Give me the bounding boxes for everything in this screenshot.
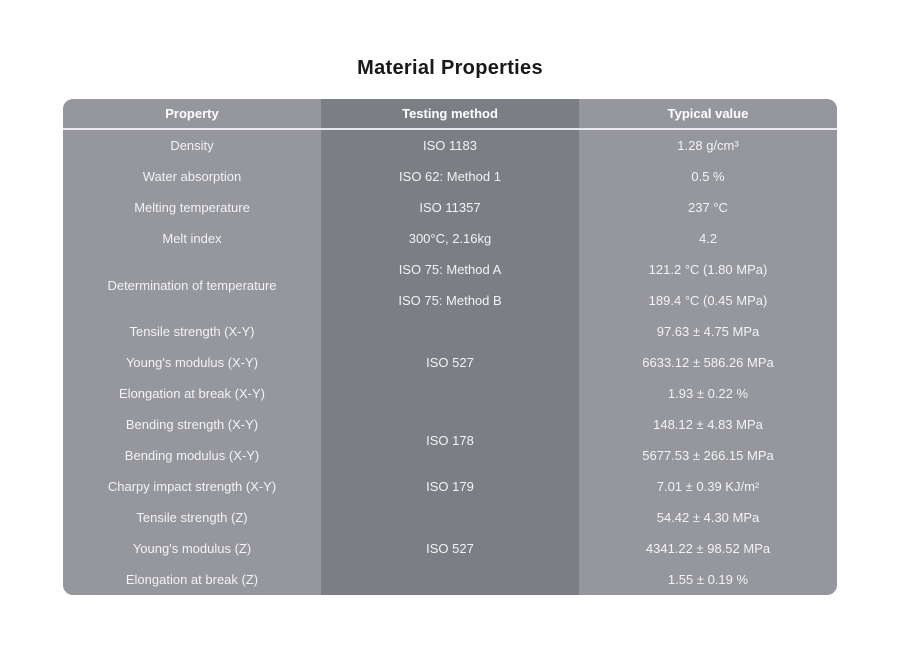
value-text: 1.28 g/cm³: [677, 138, 739, 153]
table-row: Bending strength (X-Y) Bending modulus (X…: [63, 409, 837, 471]
value-text: 121.2 °C (1.80 MPa): [648, 262, 768, 277]
method-cell: ISO 179: [321, 471, 579, 502]
property-text: Young's modulus (Z): [132, 541, 252, 556]
method-text: ISO 75: Method A: [398, 262, 502, 277]
method-cell: ISO 527: [321, 502, 579, 595]
value-text: 5677.53 ± 266.15 MPa: [642, 448, 774, 463]
value-cell: 121.2 °C (1.80 MPa) 189.4 °C (0.45 MPa): [579, 254, 837, 316]
property-text: Elongation at break (X-Y): [119, 386, 265, 401]
table-row: Water absorption ISO 62: Method 1 0.5 %: [63, 161, 837, 192]
property-cell: Determination of temperature: [63, 254, 321, 316]
page-title: Material Properties: [357, 57, 543, 79]
property-text: Tensile strength (Z): [136, 510, 248, 525]
value-text: 148.12 ± 4.83 MPa: [653, 417, 763, 432]
property-cell: Tensile strength (Z) Young's modulus (Z) E…: [63, 502, 321, 595]
table-row: Melt index 300°C, 2.16kg 4.2: [63, 223, 837, 254]
value-text: 54.42 ± 4.30 MPa: [656, 510, 760, 525]
method-text: ISO 62: Method 1: [399, 169, 501, 184]
method-text: ISO 179: [426, 479, 474, 494]
property-text: Young's modulus (X-Y): [125, 355, 259, 370]
value-text: 237 °C: [688, 200, 728, 215]
value-text: 4.2: [698, 231, 718, 246]
column-header-typical-value: Typical value: [579, 99, 837, 128]
property-cell: Tensile strength (X-Y) Young's modulus (X…: [63, 316, 321, 409]
property-text: Density: [170, 138, 214, 153]
value-cell: 7.01 ± 0.39 KJ/m²: [579, 471, 837, 502]
value-text: 97.63 ± 4.75 MPa: [656, 324, 760, 339]
value-cell: 0.5 %: [579, 161, 837, 192]
method-cell: ISO 75: Method A ISO 75: Method B: [321, 254, 579, 316]
property-cell: Water absorption: [63, 161, 321, 192]
property-cell: Bending strength (X-Y) Bending modulus (X…: [63, 409, 321, 471]
value-text: 1.93 ± 0.22 %: [667, 386, 749, 401]
method-cell: ISO 11357: [321, 192, 579, 223]
method-cell: ISO 527: [321, 316, 579, 409]
method-text: ISO 75: Method B: [398, 293, 502, 308]
method-text: 300°C, 2.16kg: [408, 231, 492, 246]
property-cell: Melting temperature: [63, 192, 321, 223]
method-cell: ISO 178: [321, 409, 579, 471]
property-cell: Density: [63, 130, 321, 161]
property-text: Melt index: [162, 231, 222, 246]
table-row: Tensile strength (Z) Young's modulus (Z) E…: [63, 502, 837, 595]
value-text: 0.5 %: [691, 169, 725, 184]
property-cell: Melt index: [63, 223, 321, 254]
value-text: 4341.22 ± 98.52 MPa: [645, 541, 771, 556]
table-row: Melting temperature ISO 11357 237 °C: [63, 192, 837, 223]
property-text: Water absorption: [142, 169, 242, 184]
table-header-row: Property Testing method Typical value: [63, 99, 837, 130]
column-header-property: Property: [63, 99, 321, 128]
method-cell: ISO 62: Method 1: [321, 161, 579, 192]
property-cell: Charpy impact strength (X-Y): [63, 471, 321, 502]
material-properties-table: Property Testing method Typical value De…: [63, 99, 837, 595]
table-body: Density ISO 1183 1.28 g/cm³ Water absorptio…: [63, 130, 837, 595]
property-text: Bending modulus (X-Y): [124, 448, 260, 463]
property-text: Melting temperature: [134, 200, 250, 215]
method-text: ISO 178: [426, 432, 474, 448]
property-text: Bending strength (X-Y): [125, 417, 259, 432]
value-cell: 1.28 g/cm³: [579, 130, 837, 161]
table-row: Density ISO 1183 1.28 g/cm³: [63, 130, 837, 161]
property-text: Determination of temperature: [107, 277, 277, 293]
table-row: Determination of temperature ISO 75: Meth…: [63, 254, 837, 316]
method-text: ISO 11357: [419, 200, 481, 215]
method-text: ISO 1183: [423, 138, 477, 153]
value-cell: 97.63 ± 4.75 MPa 6633.12 ± 586.26 MPa 1.93…: [579, 316, 837, 409]
table-row: Charpy impact strength (X-Y) ISO 179 7.01 …: [63, 471, 837, 502]
column-header-testing-method: Testing method: [321, 99, 579, 128]
property-text: Charpy impact strength (X-Y): [107, 479, 277, 494]
method-text: ISO 527: [426, 355, 474, 370]
property-text: Tensile strength (X-Y): [129, 324, 255, 339]
value-text: 6633.12 ± 586.26 MPa: [642, 355, 774, 370]
value-cell: 237 °C: [579, 192, 837, 223]
property-text: Elongation at break (Z): [125, 572, 259, 587]
table-row: Tensile strength (X-Y) Young's modulus (X…: [63, 316, 837, 409]
value-cell: 148.12 ± 4.83 MPa 5677.53 ± 266.15 MPa: [579, 409, 837, 471]
value-text: 189.4 °C (0.45 MPa): [648, 293, 768, 308]
method-cell: 300°C, 2.16kg: [321, 223, 579, 254]
value-text: 1.55 ± 0.19 %: [667, 572, 749, 587]
value-cell: 4.2: [579, 223, 837, 254]
method-cell: ISO 1183: [321, 130, 579, 161]
method-text: ISO 527: [426, 541, 474, 556]
value-text: 7.01 ± 0.39 KJ/m²: [656, 479, 760, 494]
value-cell: 54.42 ± 4.30 MPa 4341.22 ± 98.52 MPa 1.55 …: [579, 502, 837, 595]
